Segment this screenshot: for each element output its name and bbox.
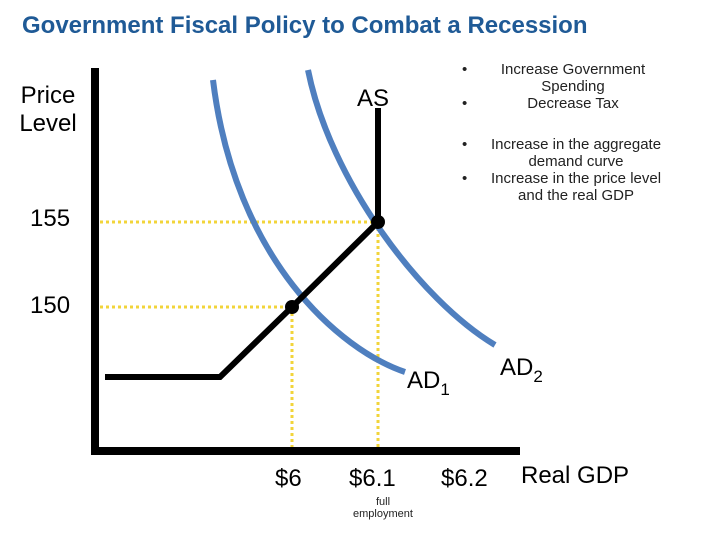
effect-bullet-item: Increase in the price level and the real…	[458, 170, 674, 204]
ad2-label: AD2	[500, 354, 543, 387]
ad2-label-text: AD	[500, 354, 534, 381]
ad1-label-text: AD	[407, 367, 441, 394]
policy-bullet-item: Decrease Tax	[458, 95, 668, 112]
y-tick-150: 150	[30, 292, 71, 319]
equilibrium-point-new	[371, 215, 385, 229]
effect-bullet-list: Increase in the aggregate demand curve I…	[458, 136, 674, 204]
policy-bullet-list: Increase Government Spending Decrease Ta…	[458, 61, 668, 112]
y-axis-label-line1: Price	[20, 82, 76, 109]
x-tick-6-2: $6.2	[441, 465, 488, 492]
ad1-label: AD1	[407, 367, 450, 400]
ad1-label-subscript: 1	[440, 380, 450, 399]
ad2-curve	[305, 69, 497, 348]
slide-title: Government Fiscal Policy to Combat a Rec…	[22, 12, 588, 39]
effect-bullet-item: Increase in the aggregate demand curve	[458, 136, 674, 170]
ad2-label-subscript: 2	[533, 367, 543, 386]
x-axis-label: Real GDP	[521, 462, 630, 489]
policy-bullet-item: Increase Government Spending	[458, 61, 668, 95]
equilibrium-point-initial	[285, 300, 299, 314]
x-tick-6-1: $6.1	[349, 465, 396, 492]
full-employment-note-line1: full	[375, 496, 391, 508]
as-label: AS	[357, 85, 390, 112]
ad1-curve	[210, 79, 406, 375]
full-employment-note: full employment	[340, 496, 426, 520]
x-tick-6: $6	[275, 465, 302, 492]
y-axis-label: Price Level	[8, 82, 88, 138]
y-tick-155: 155	[30, 205, 71, 232]
full-employment-note-line2: employment	[353, 508, 413, 520]
y-axis-label-line2: Level	[19, 110, 77, 137]
